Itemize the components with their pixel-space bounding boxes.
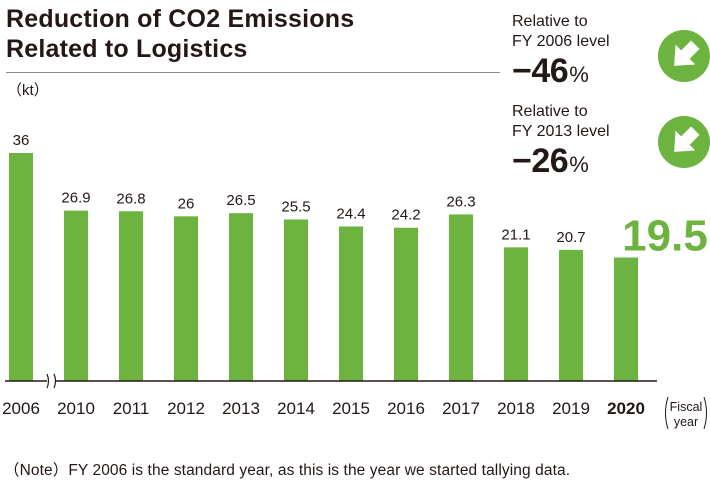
chart-title-line-1: Reduction of CO2 Emissions — [6, 5, 355, 33]
value-label-2013: 26.5 — [226, 192, 255, 209]
value-label-2019: 20.7 — [556, 229, 585, 246]
footnote: （Note）FY 2006 is the standard year, as t… — [4, 462, 571, 479]
x-tick-label-2016: 2016 — [387, 399, 425, 418]
callout-fy2013-label-1: Relative to — [512, 103, 588, 120]
callout-fy2013-label-2: FY 2013 level — [512, 123, 610, 140]
callout-fy2013-value: −26% — [512, 142, 710, 184]
value-label-2018: 21.1 — [501, 226, 530, 243]
bar-2012 — [174, 216, 198, 381]
bar-2014 — [284, 219, 308, 381]
x-unit-label-line-1: Fiscal — [670, 400, 703, 414]
value-label-2017: 26.3 — [446, 193, 475, 210]
x-tick-label-2018: 2018 — [497, 399, 535, 418]
x-tick-label-2015: 2015 — [332, 399, 370, 418]
title-divider — [6, 72, 500, 73]
callout-fy2013-percent: % — [569, 152, 589, 177]
x-tick-label-2019: 2019 — [552, 399, 590, 418]
arrow-down-right-icon — [658, 116, 710, 168]
callout-fy2013-number: −26 — [512, 142, 569, 180]
axis-break-mark-left — [46, 373, 50, 389]
callout-fy2013: Relative to FY 2013 level −26% — [512, 102, 710, 184]
fiscal-year-bracket-right — [703, 396, 707, 430]
callout-fy2006-number: −46 — [512, 52, 569, 90]
value-label-2015: 24.4 — [336, 205, 365, 222]
value-label-2011: 26.8 — [116, 190, 145, 207]
x-tick-label-2006: 2006 — [2, 399, 40, 418]
bar-2016 — [394, 227, 418, 381]
bar-2017 — [449, 214, 473, 381]
value-label-2006: 36 — [13, 132, 30, 149]
callout-fy2006-label-1: Relative to — [512, 13, 588, 30]
bar-2019 — [559, 249, 583, 381]
axis-break-gap — [47, 374, 56, 388]
value-label-2014: 25.5 — [281, 199, 310, 216]
callout-fy2006-percent: % — [569, 62, 589, 87]
x-tick-label-2020: 2020 — [607, 399, 645, 418]
chart-title-line-2: Related to Logistics — [6, 35, 248, 63]
value-label-2020: 19.5 — [622, 212, 708, 261]
value-label-2016: 24.2 — [391, 207, 420, 224]
value-label-2010: 26.9 — [61, 190, 90, 207]
fiscal-year-bracket-left — [665, 396, 669, 430]
y-axis-unit-label: （kt） — [7, 82, 49, 99]
arrow-down-right-icon — [658, 30, 710, 82]
bar-2015 — [339, 226, 363, 381]
x-tick-label-2010: 2010 — [57, 399, 95, 418]
bar-2006 — [9, 153, 33, 381]
bar-2011 — [119, 211, 143, 381]
bar-2013 — [229, 213, 253, 381]
x-tick-label-2014: 2014 — [277, 399, 315, 418]
x-tick-label-2017: 2017 — [442, 399, 480, 418]
callout-fy2006: Relative to FY 2006 level −46% — [512, 12, 710, 94]
x-tick-label-2012: 2012 — [167, 399, 205, 418]
bar-2018 — [504, 247, 528, 381]
axis-break-mark-right — [53, 373, 57, 389]
x-tick-label-2011: 2011 — [113, 399, 150, 418]
callout-fy2006-label-2: FY 2006 level — [512, 33, 610, 50]
x-tick-label-2013: 2013 — [222, 399, 260, 418]
value-label-2012: 26 — [178, 195, 195, 212]
callout-fy2006-value: −46% — [512, 52, 710, 94]
x-unit-label-line-2: year — [674, 415, 698, 429]
bar-2020 — [614, 257, 638, 381]
chart-title: Reduction of CO2 Emissions Related to Lo… — [6, 4, 354, 64]
bar-2010 — [64, 210, 88, 381]
